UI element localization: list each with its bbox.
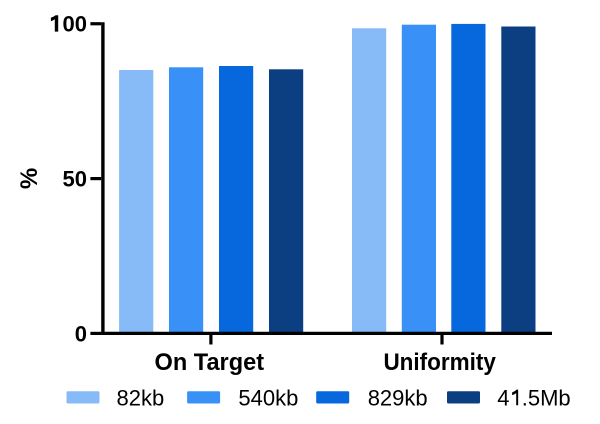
svg-text:On Target: On Target	[155, 349, 265, 376]
svg-text:%: %	[16, 168, 43, 189]
svg-text:Uniformity: Uniformity	[383, 349, 496, 376]
svg-text:829kb: 829kb	[368, 385, 428, 410]
svg-text:82kb: 82kb	[117, 385, 165, 410]
svg-text:50: 50	[63, 166, 87, 191]
svg-text:00: 00	[63, 12, 87, 37]
svg-text:.5Mb: .5Mb	[522, 385, 571, 410]
svg-text:540kb: 540kb	[238, 385, 298, 410]
svg-text:0: 0	[75, 321, 87, 346]
svg-text:4: 4	[497, 385, 509, 410]
